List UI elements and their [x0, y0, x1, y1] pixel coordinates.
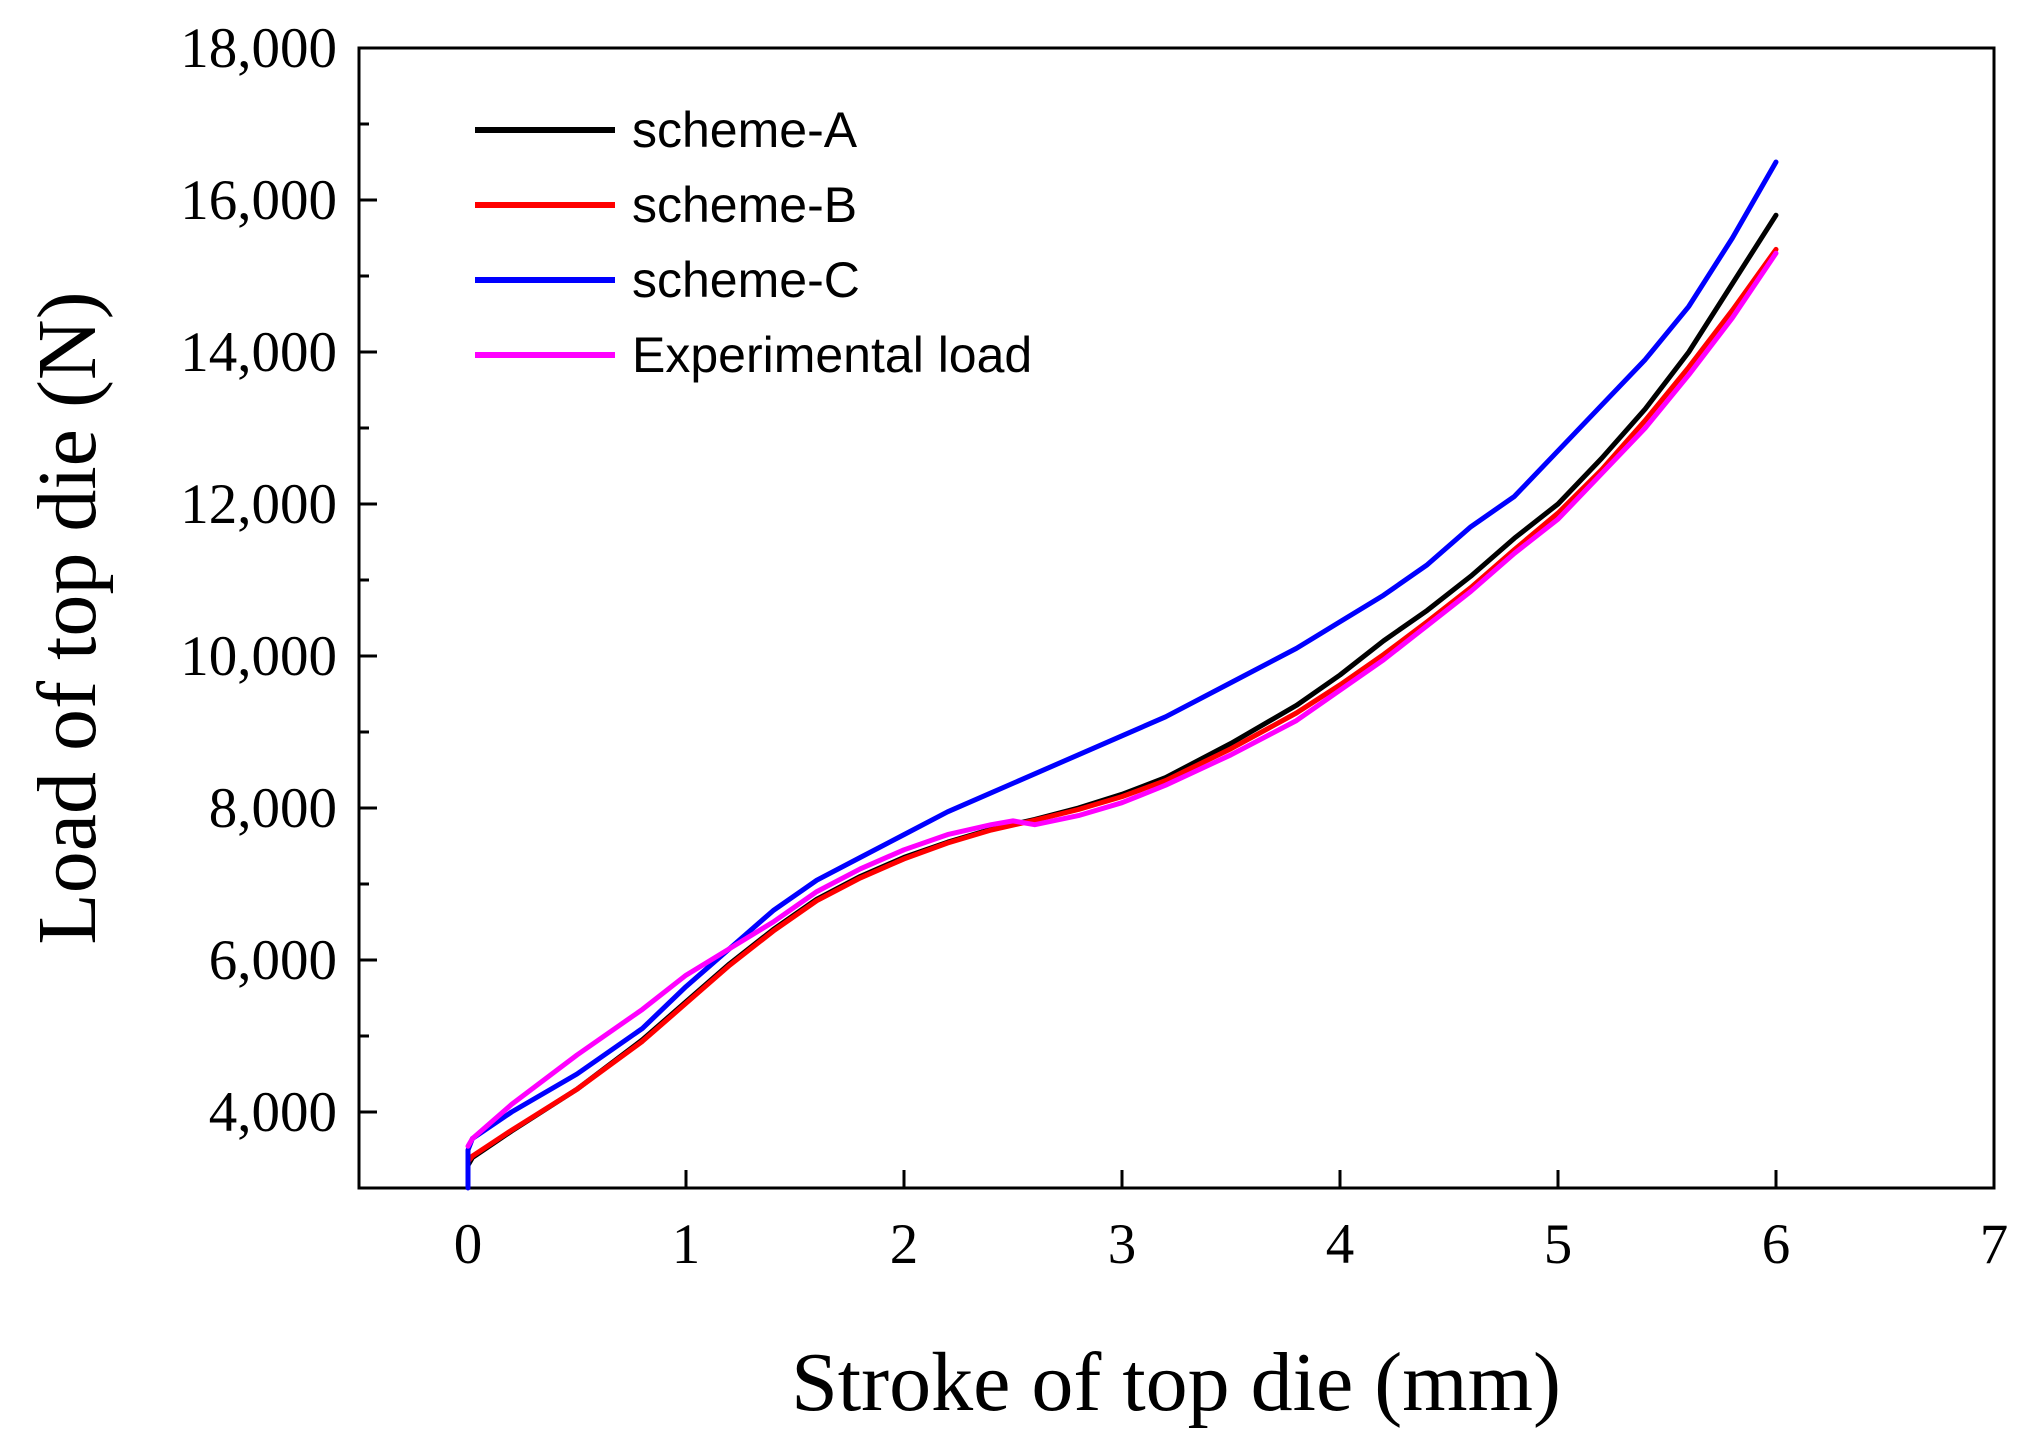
y-tick-label: 12,000 [180, 473, 337, 536]
x-tick-label: 6 [1762, 1213, 1791, 1276]
x-tick-label: 2 [890, 1213, 919, 1276]
axis-tick-labels: 0 1 2 3 4 5 6 7 4,000 6,000 8,000 10,000 12,000 14,00… [180, 17, 2008, 1276]
x-tick-label: 3 [1108, 1213, 1137, 1276]
y-tick-label: 10,000 [180, 625, 337, 688]
x-tick-label: 7 [1980, 1213, 2009, 1276]
x-tick-label: 1 [672, 1213, 701, 1276]
y-tick-label: 18,000 [180, 17, 337, 80]
series-line-experimental-load [465, 250, 1779, 1149]
x-tick-label: 5 [1544, 1213, 1573, 1276]
series-line-scheme-c [465, 159, 1779, 1191]
legend-label-experimental-load: Experimental load [632, 327, 1032, 383]
x-axis-title: Stroke of top die (mm) [791, 1336, 1561, 1429]
legend-label-scheme-c: scheme-C [632, 252, 860, 308]
y-tick-label: 6,000 [209, 929, 337, 992]
legend-label-scheme-a: scheme-A [632, 102, 858, 158]
plot-frame [357, 46, 1996, 1190]
y-tick-label: 16,000 [180, 169, 337, 232]
y-axis-title: Load of top die (N) [21, 291, 114, 944]
series-line-scheme-b [465, 246, 1779, 1164]
x-tick-label: 4 [1326, 1213, 1355, 1276]
axis-ticks [359, 46, 1996, 1190]
legend-label-scheme-b: scheme-B [632, 177, 857, 233]
data-series [465, 159, 1779, 1191]
legend: scheme-A scheme-B scheme-C Experimental loa… [475, 102, 1032, 383]
x-tick-label: 0 [454, 1213, 483, 1276]
y-tick-label: 4,000 [209, 1081, 337, 1144]
y-tick-label: 14,000 [180, 321, 337, 384]
y-tick-label: 8,000 [209, 777, 337, 840]
